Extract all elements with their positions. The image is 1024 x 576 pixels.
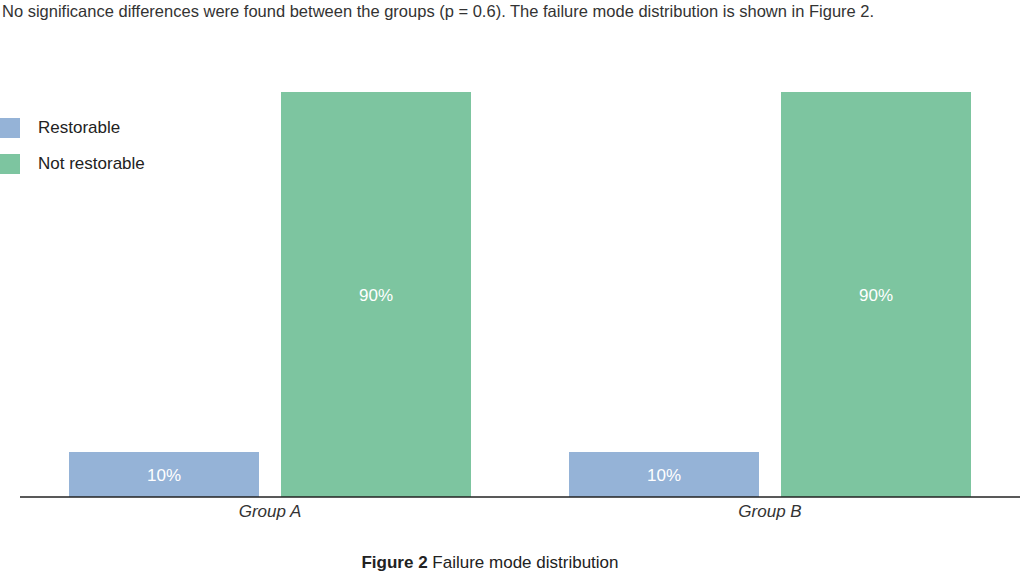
html-text:Restorable: Restorable [38, 118, 121, 137]
svg-text:10%: 10% [647, 466, 681, 485]
html-text:Not restorable: Not restorable [38, 154, 145, 173]
html-text:No significance differences we: No significance differences were found b… [2, 2, 875, 20]
svg-text:Group A: Group A [239, 502, 302, 521]
svg-text:90%: 90% [859, 286, 893, 305]
svg-text:10%: 10% [147, 466, 181, 485]
html-text:Figure 2 Failure mode distribu: Figure 2 Failure mode distribution [361, 553, 619, 572]
svg-text:Group B: Group B [738, 502, 801, 521]
svg-text:90%: 90% [359, 286, 393, 305]
